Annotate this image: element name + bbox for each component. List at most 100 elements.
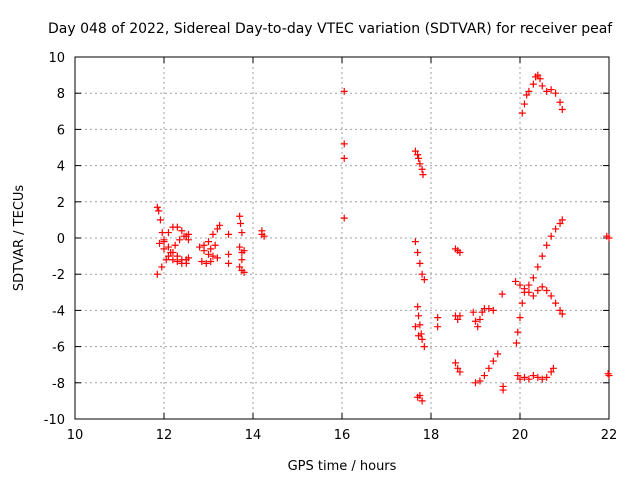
data-point bbox=[485, 364, 493, 372]
data-point bbox=[454, 364, 462, 372]
data-point bbox=[213, 254, 221, 262]
y-tick-label: -4 bbox=[52, 304, 65, 319]
data-point bbox=[525, 375, 533, 383]
data-point bbox=[558, 216, 566, 224]
data-point bbox=[605, 372, 613, 380]
data-point bbox=[478, 308, 486, 316]
data-point bbox=[549, 364, 557, 372]
data-point bbox=[240, 247, 248, 255]
y-tick-label: 0 bbox=[57, 232, 65, 247]
data-point bbox=[434, 314, 442, 322]
data-point bbox=[414, 151, 422, 159]
y-tick-label: 4 bbox=[57, 160, 65, 175]
data-point bbox=[411, 323, 419, 331]
data-point bbox=[534, 71, 542, 79]
data-point bbox=[472, 379, 479, 387]
x-tick-label: 14 bbox=[245, 428, 262, 443]
data-point bbox=[164, 252, 172, 260]
data-point bbox=[512, 339, 520, 347]
data-point bbox=[520, 100, 528, 108]
data-point bbox=[200, 241, 208, 249]
data-point bbox=[556, 306, 564, 314]
y-tick-label: -8 bbox=[52, 377, 65, 392]
data-point bbox=[489, 306, 497, 314]
data-point bbox=[529, 274, 537, 282]
data-point bbox=[225, 259, 233, 267]
data-point bbox=[529, 372, 537, 380]
x-tick-label: 12 bbox=[156, 428, 173, 443]
data-point bbox=[543, 373, 551, 381]
data-point bbox=[552, 225, 560, 233]
data-point bbox=[416, 160, 424, 168]
y-tick-label: 6 bbox=[57, 123, 65, 138]
data-point bbox=[534, 373, 542, 381]
data-point bbox=[238, 229, 246, 237]
data-point bbox=[207, 245, 215, 253]
grid-layer bbox=[75, 57, 609, 419]
data-point bbox=[153, 203, 161, 211]
data-point bbox=[469, 308, 477, 316]
data-point bbox=[456, 312, 464, 320]
data-point bbox=[547, 368, 555, 376]
data-point bbox=[156, 216, 164, 224]
x-axis-label: GPS time / hours bbox=[288, 459, 397, 474]
data-point bbox=[236, 212, 244, 220]
data-point bbox=[160, 236, 168, 244]
data-point bbox=[518, 109, 526, 117]
data-point bbox=[160, 245, 168, 253]
data-point bbox=[534, 263, 542, 271]
data-point bbox=[236, 263, 244, 271]
data-point bbox=[340, 87, 348, 95]
data-point bbox=[213, 225, 221, 233]
data-point bbox=[512, 277, 520, 285]
data-point bbox=[514, 372, 522, 380]
data-point bbox=[556, 98, 564, 106]
data-point bbox=[552, 299, 560, 307]
x-tick-label: 16 bbox=[334, 428, 351, 443]
y-axis-label: SDTVAR / TECUs bbox=[12, 185, 27, 292]
data-point bbox=[547, 232, 555, 240]
data-point bbox=[516, 281, 524, 289]
data-point bbox=[237, 220, 245, 228]
data-point bbox=[258, 230, 266, 238]
data-point bbox=[416, 321, 424, 329]
data-point bbox=[520, 373, 528, 381]
data-point bbox=[525, 281, 533, 289]
data-point bbox=[472, 317, 479, 325]
data-point bbox=[211, 241, 219, 249]
data-point bbox=[340, 154, 348, 162]
data-point bbox=[514, 328, 522, 336]
data-point bbox=[538, 82, 546, 90]
data-point bbox=[240, 268, 248, 276]
data-point bbox=[454, 315, 462, 323]
data-point bbox=[171, 241, 179, 249]
data-point bbox=[418, 165, 426, 173]
data-point bbox=[202, 259, 210, 267]
chart-title: Day 048 of 2022, Sidereal Day-to-day VTE… bbox=[48, 21, 613, 37]
y-tick-label: 2 bbox=[57, 196, 65, 211]
data-point bbox=[205, 250, 212, 258]
data-point bbox=[451, 359, 459, 367]
data-point bbox=[538, 375, 546, 383]
y-tick-label: -10 bbox=[44, 413, 65, 428]
data-point bbox=[178, 259, 186, 267]
data-point bbox=[162, 256, 170, 264]
data-point bbox=[529, 292, 537, 300]
data-point bbox=[164, 229, 172, 237]
data-point bbox=[420, 276, 428, 284]
data-point bbox=[476, 315, 484, 323]
data-point bbox=[534, 286, 542, 294]
data-point bbox=[547, 292, 555, 300]
data-point bbox=[414, 303, 422, 311]
y-tick-label: 10 bbox=[48, 51, 65, 66]
data-point bbox=[520, 285, 528, 293]
data-point bbox=[456, 248, 464, 256]
x-tick-label: 20 bbox=[512, 428, 529, 443]
y-tick-label: -6 bbox=[52, 341, 65, 356]
data-point bbox=[558, 310, 566, 318]
data-point bbox=[207, 258, 215, 266]
data-point bbox=[158, 263, 166, 271]
data-point bbox=[547, 86, 555, 94]
data-point bbox=[558, 105, 566, 113]
